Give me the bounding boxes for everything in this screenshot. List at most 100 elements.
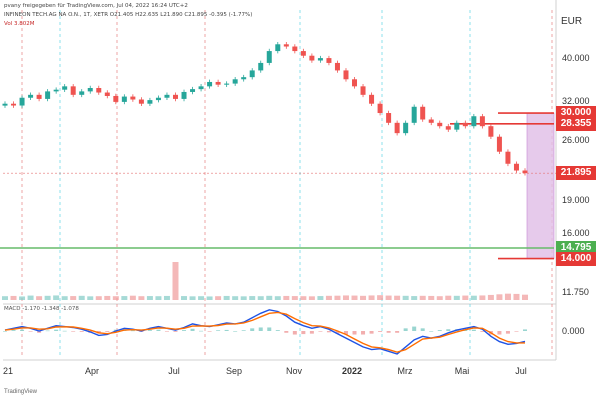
candle-body — [377, 103, 383, 114]
macd-histogram-bar — [514, 331, 519, 332]
candle-body — [2, 103, 8, 106]
volume-bar — [223, 295, 230, 300]
candle-body — [462, 122, 468, 127]
candle-body — [224, 83, 230, 85]
x-tick-label: Jul — [168, 366, 180, 376]
macd-histogram-bar — [378, 331, 383, 332]
volume-bar — [155, 296, 162, 300]
candle-body — [104, 92, 110, 96]
candle-body — [300, 51, 306, 56]
macd-histogram-bar — [190, 328, 195, 331]
macd-histogram-bar — [523, 329, 527, 331]
volume-bar — [215, 296, 222, 300]
volume-bar — [181, 296, 188, 300]
candle-body — [172, 94, 178, 99]
volume-legend[interactable]: Vol 3.802M — [4, 21, 35, 27]
macd-histogram-bar — [233, 331, 238, 332]
macd-histogram-bar — [199, 330, 204, 332]
candle-body — [352, 79, 358, 87]
candle-body — [198, 86, 204, 90]
candle-body — [437, 122, 443, 127]
macd-histogram-bar — [3, 331, 7, 332]
macd-histogram-bar — [267, 327, 272, 331]
volume-bar — [351, 295, 358, 300]
macd-histogram-bar — [497, 331, 502, 335]
volume-bar — [419, 295, 426, 300]
candle-body — [386, 113, 392, 123]
candle-body — [11, 103, 17, 106]
candle-body — [249, 70, 255, 78]
candle-body — [258, 62, 264, 71]
volume-bar — [470, 295, 477, 300]
macd-signal-line — [4, 311, 525, 353]
volume-bar — [206, 296, 213, 300]
symbol-legend[interactable]: INFINEON TECH.AG NA O.N., 1T, XETR O21.4… — [4, 12, 253, 18]
volume-bar — [146, 296, 153, 300]
candle-body — [479, 116, 485, 127]
volume-bar — [479, 295, 486, 300]
price-tag[interactable]: 21.895 — [556, 166, 596, 181]
candle-body — [292, 46, 298, 52]
macd-histogram-bar — [258, 327, 263, 331]
macd-histogram-bar — [403, 328, 408, 331]
volume-bar — [112, 296, 119, 300]
macd-histogram-bar — [420, 328, 425, 331]
macd-histogram-bar — [284, 331, 289, 333]
macd-histogram-bar — [352, 331, 357, 335]
candle-body — [62, 86, 68, 90]
candle-body — [343, 70, 349, 80]
volume-bar — [377, 295, 384, 300]
macd-histogram-bar — [207, 331, 212, 332]
y-tick-label: 40.000 — [562, 53, 590, 64]
candle-body — [164, 94, 170, 98]
macd-histogram-bar — [216, 330, 221, 331]
y-tick-label: 32.000 — [562, 95, 590, 106]
price-tag[interactable]: 28.355 — [556, 116, 596, 131]
volume-bar — [385, 295, 392, 300]
volume-bar — [27, 295, 34, 300]
currency-label[interactable]: EUR — [561, 16, 583, 27]
macd-histogram-bar — [326, 331, 331, 333]
volume-bar — [462, 295, 469, 300]
macd-histogram-bar — [164, 331, 169, 332]
macd-histogram-bar — [79, 331, 84, 332]
candle-body — [241, 77, 247, 80]
candle-body — [215, 81, 221, 85]
volume-bar — [360, 295, 367, 300]
macd-histogram-bar — [471, 329, 476, 331]
candle-body — [70, 86, 76, 95]
volume-bar — [411, 296, 418, 300]
macd-histogram-bar — [54, 329, 59, 331]
volume-bar — [44, 295, 51, 300]
candle-body — [53, 89, 59, 92]
candle-body — [87, 88, 93, 92]
macd-histogram-bar — [335, 331, 340, 334]
volume-bar — [342, 295, 349, 300]
candle-body — [266, 51, 272, 63]
macd-legend[interactable]: MACD -1.170 -1.348 -1.078 — [4, 306, 79, 312]
y-tick-label: 19.000 — [562, 195, 590, 206]
candle-body — [317, 58, 323, 61]
candle-body — [394, 122, 400, 134]
volume-bar — [10, 295, 17, 300]
candle-body — [207, 81, 213, 87]
price-tag[interactable]: 30.000 — [556, 106, 596, 121]
price-tag[interactable]: 14.000 — [556, 251, 596, 266]
macd-line — [4, 309, 526, 355]
candle-body — [45, 91, 51, 99]
candle-body — [283, 44, 289, 47]
candle-body — [522, 170, 528, 174]
x-tick-label: Apr — [84, 366, 100, 376]
candle-body — [513, 163, 519, 171]
macd-histogram-bar — [156, 329, 161, 331]
price-tag[interactable]: 14.795 — [556, 241, 596, 255]
macd-histogram-bar — [292, 331, 297, 335]
volume-bar — [436, 296, 443, 300]
volume-bar — [522, 294, 528, 300]
macd-histogram-bar — [437, 330, 442, 331]
macd-histogram-bar — [386, 331, 391, 333]
volume-bar — [283, 295, 290, 300]
volume-bar — [78, 295, 85, 300]
